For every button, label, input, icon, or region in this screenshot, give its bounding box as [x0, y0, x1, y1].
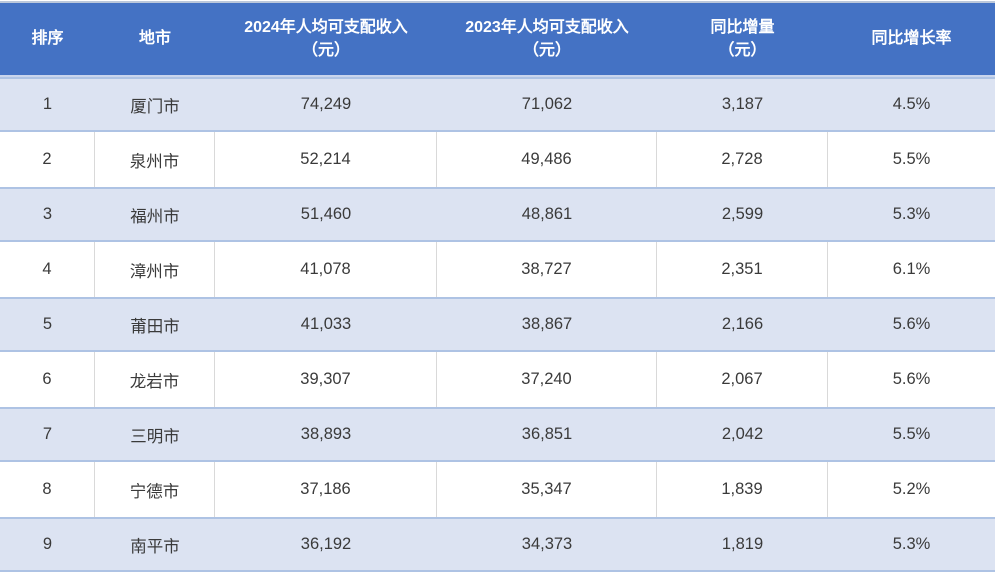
header-label: 同比增量 [710, 18, 775, 36]
cell-city: 龙岩市 [95, 352, 215, 407]
table-row: 9 南平市 36,192 34,373 1,819 5.3% [0, 517, 995, 572]
table-header: 排序 地市 2024年人均可支配收入 （元） 2023年人均可支配收入 （元） … [0, 3, 995, 77]
table-row: 7 三明市 38,893 36,851 2,042 5.5% [0, 407, 995, 462]
cell-rank: 4 [0, 242, 95, 297]
cell-delta: 2,067 [657, 352, 828, 407]
cell-city: 莆田市 [130, 317, 180, 336]
header-cell-rank: 排序 [0, 3, 95, 75]
cell-income-2024: 52,214 [215, 132, 437, 187]
table-row: 6 龙岩市 39,307 37,240 2,067 5.6% [0, 352, 995, 407]
cell-delta: 2,599 [721, 205, 764, 223]
cell-rank: 3 [42, 205, 53, 223]
cell-income-2024: 74,249 [300, 95, 352, 113]
cell-rank: 8 [0, 462, 95, 517]
table-row: 8 宁德市 37,186 35,347 1,839 5.2% [0, 462, 995, 517]
table-row: 5 莆田市 41,033 38,867 2,166 5.6% [0, 297, 995, 352]
cell-rank: 7 [42, 425, 53, 443]
cell-income-2023: 37,240 [437, 352, 657, 407]
cell-delta: 1,819 [721, 535, 764, 553]
table-row: 3 福州市 51,460 48,861 2,599 5.3% [0, 187, 995, 242]
header-label: 同比增长率 [871, 30, 952, 48]
header-label: 地市 [138, 30, 171, 48]
header-cell-delta: 同比增量 （元） [657, 3, 828, 75]
header-label: 2024年人均可支配收入 [244, 18, 408, 36]
header-label: 2023年人均可支配收入 [465, 18, 629, 36]
cell-growth: 4.5% [892, 95, 931, 113]
cell-income-2023: 71,062 [521, 95, 573, 113]
cell-growth: 5.3% [892, 205, 931, 223]
header-sublabel: （元） [522, 42, 571, 59]
cell-growth: 6.1% [892, 260, 931, 278]
cell-income-2023: 38,727 [437, 242, 657, 297]
cell-income-2023: 49,486 [437, 132, 657, 187]
cell-city: 厦门市 [130, 97, 180, 116]
cell-rank: 2 [0, 132, 95, 187]
cell-delta: 2,042 [721, 425, 764, 443]
cell-growth: 5.5% [892, 425, 931, 443]
table-row: 4 漳州市 41,078 38,727 2,351 6.1% [0, 242, 995, 297]
cell-income-2024: 41,033 [300, 315, 352, 333]
cell-city: 福州市 [130, 207, 180, 226]
cell-income-2023: 36,851 [521, 425, 573, 443]
cell-growth: 5.3% [892, 535, 931, 553]
cell-rank: 9 [42, 535, 53, 553]
cell-income-2024: 37,186 [215, 462, 437, 517]
cell-income-2024: 36,192 [300, 535, 352, 553]
cell-city: 三明市 [130, 427, 180, 446]
header-sublabel: （元） [718, 42, 767, 59]
table-row: 2 泉州市 52,214 49,486 2,728 5.5% [0, 132, 995, 187]
cell-city: 宁德市 [95, 462, 215, 517]
cell-income-2024: 38,893 [300, 425, 352, 443]
header-label: 排序 [31, 30, 64, 48]
cell-growth: 5.6% [892, 370, 931, 388]
cell-delta: 3,187 [721, 95, 764, 113]
cell-income-2023: 48,861 [521, 205, 573, 223]
cell-income-2023: 34,373 [521, 535, 573, 553]
header-cell-growth: 同比增长率 [828, 3, 995, 75]
header-cell-income-2023: 2023年人均可支配收入 （元） [437, 3, 657, 75]
cell-rank: 1 [42, 95, 53, 113]
cell-income-2023: 38,867 [521, 315, 573, 333]
header-cell-income-2024: 2024年人均可支配收入 （元） [215, 3, 437, 75]
table-row: 1 厦门市 74,249 71,062 3,187 4.5% [0, 77, 995, 132]
cell-rank: 6 [0, 352, 95, 407]
cell-income-2024: 51,460 [300, 205, 352, 223]
cell-delta: 2,351 [657, 242, 828, 297]
cell-income-2024: 41,078 [215, 242, 437, 297]
cell-income-2024: 39,307 [215, 352, 437, 407]
cell-growth: 5.2% [892, 480, 931, 498]
header-sublabel: （元） [301, 42, 350, 59]
cell-growth: 5.6% [892, 315, 931, 333]
cell-city: 泉州市 [95, 132, 215, 187]
cell-city: 南平市 [130, 537, 180, 556]
cell-delta: 2,166 [721, 315, 764, 333]
cell-delta: 1,839 [657, 462, 828, 517]
header-cell-city: 地市 [95, 3, 215, 75]
cell-income-2023: 35,347 [437, 462, 657, 517]
cell-rank: 5 [42, 315, 53, 333]
cell-growth: 5.5% [892, 150, 931, 168]
cell-delta: 2,728 [657, 132, 828, 187]
cell-city: 漳州市 [95, 242, 215, 297]
